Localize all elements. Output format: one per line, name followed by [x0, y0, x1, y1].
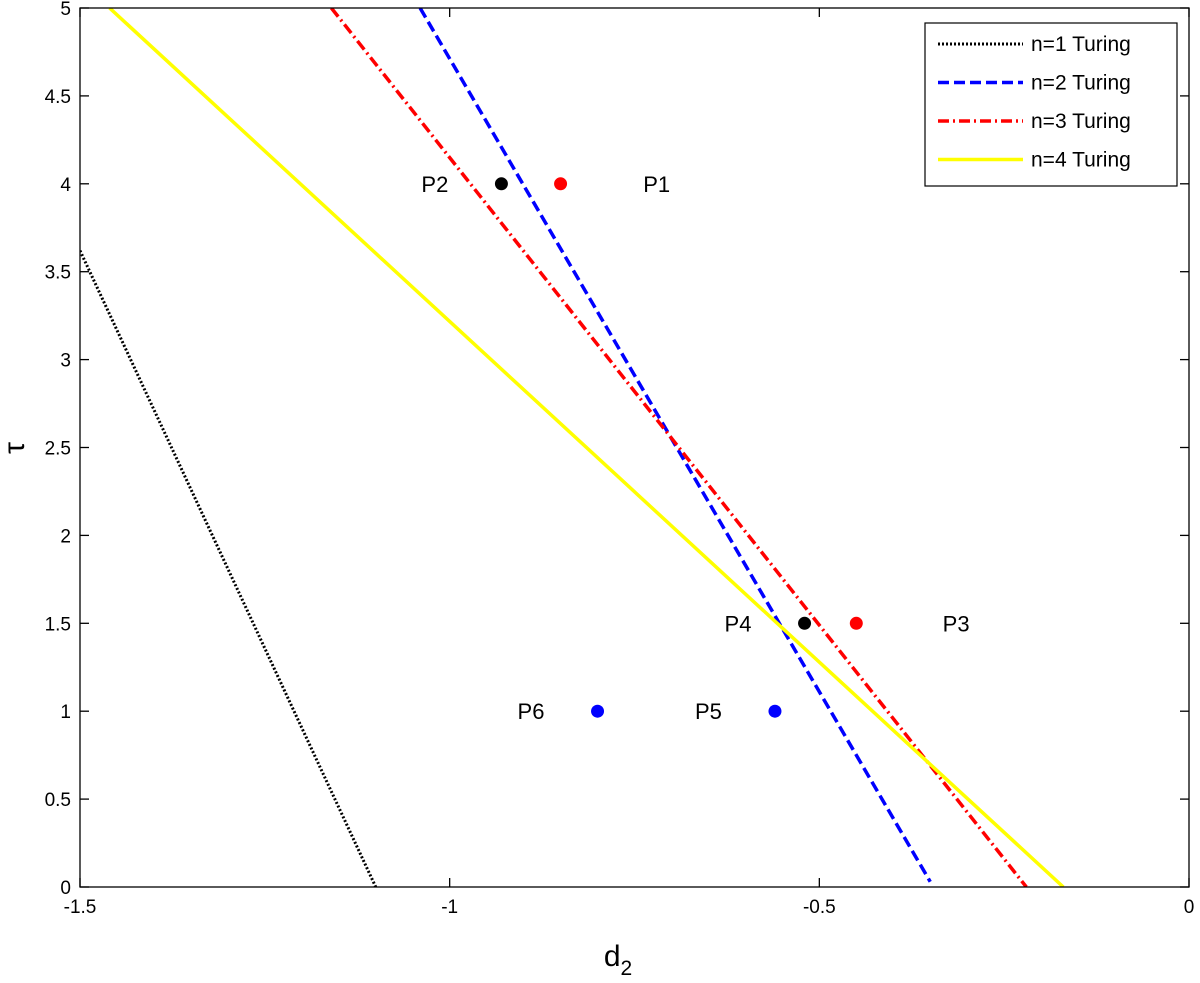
point-p3	[849, 616, 863, 630]
y-tick-label: 5	[60, 0, 71, 20]
y-tick-label: 3.5	[45, 263, 71, 284]
y-axis-label: τ	[0, 442, 31, 454]
point-label-p3: P3	[943, 611, 970, 636]
x-tick-label: -1	[441, 897, 458, 918]
point-label-p1: P1	[643, 172, 670, 197]
point-label-p4: P4	[725, 611, 752, 636]
y-tick-label: 0.5	[45, 790, 71, 811]
x-axis-label-subscript: 2	[621, 957, 633, 980]
point-p6	[591, 704, 605, 718]
legend-label: n=1 Turing	[1031, 33, 1131, 56]
x-tick-label: -0.5	[803, 897, 836, 918]
point-label-p2: P2	[421, 172, 448, 197]
y-tick-label: 4	[60, 175, 71, 196]
series-layer	[80, 8, 1065, 887]
point-p1	[554, 177, 568, 191]
series-line-n-3-turing	[330, 8, 1028, 887]
y-tick-label: 3	[60, 351, 71, 372]
x-tick-label: 0	[1184, 897, 1195, 918]
point-p5	[768, 704, 782, 718]
point-p2	[494, 177, 508, 191]
points-layer: P1 P2 P3 P4 P5 P6	[421, 172, 969, 724]
ticks-layer: -1.5 -1 -0.5 0 0 0.5 1 1.5 2 2.5 3 3.5 4 4.5 5	[45, 0, 1195, 918]
y-tick-label: 0	[60, 878, 71, 899]
x-axis-label-main: d	[604, 940, 621, 973]
legend-label: n=2 Turing	[1031, 72, 1131, 95]
y-tick-label: 2.5	[45, 439, 71, 460]
y-tick-label: 1.5	[45, 614, 71, 635]
legend: n=1 Turing n=2 Turing n=3 Turing n=4 Turing	[924, 22, 1178, 187]
series-line-n-1-turing	[80, 249, 378, 887]
point-label-p6: P6	[518, 699, 545, 724]
legend-label: n=4 Turing	[1031, 149, 1131, 172]
x-axis-label: d2	[604, 940, 632, 980]
x-tick-label: -1.5	[64, 897, 97, 918]
point-label-p5: P5	[695, 699, 722, 724]
legend-label: n=3 Turing	[1031, 110, 1131, 133]
y-tick-label: 1	[60, 702, 71, 723]
y-tick-label: 2	[60, 526, 71, 547]
y-tick-label: 4.5	[45, 87, 71, 108]
series-line-n-4-turing	[108, 8, 1065, 887]
point-p4	[798, 616, 812, 630]
